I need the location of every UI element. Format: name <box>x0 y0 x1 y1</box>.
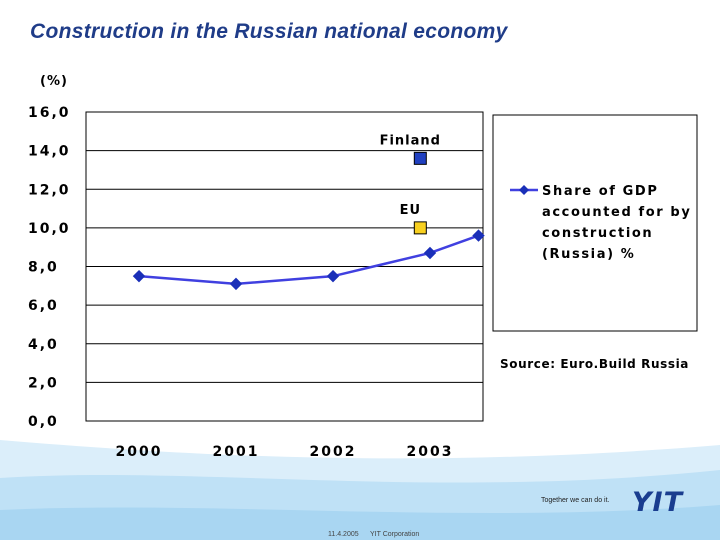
reference-marker <box>413 151 427 165</box>
legend-text-line: Share of GDP <box>542 184 658 199</box>
x-tick-label: 2003 <box>407 444 454 460</box>
y-tick-label: 2,0 <box>28 375 59 391</box>
y-tick-label: 8,0 <box>28 260 59 276</box>
data-point <box>132 269 146 283</box>
reference-marker <box>413 221 427 235</box>
data-point <box>229 277 243 291</box>
bottom-wave-deep <box>0 505 720 540</box>
svg-text:YIT: YIT <box>632 488 685 514</box>
y-tick-labels: 0,0 2,0 4,0 6,0 8,0 10,0 12,0 14,0 16,0 <box>28 105 71 430</box>
reference-points: Finland EU <box>380 133 441 235</box>
plot-border-right <box>85 111 484 422</box>
y-tick-label: 16,0 <box>28 105 71 121</box>
legend-box <box>492 114 698 332</box>
x-tick-label: 2000 <box>116 444 163 460</box>
legend-text-line: construction <box>542 226 653 241</box>
legend: Share of GDP accounted for by construction… <box>510 184 691 262</box>
reference-label: EU <box>400 203 421 218</box>
slide-title: Construction in the Russian national eco… <box>30 20 508 43</box>
series-layer <box>132 229 485 291</box>
footer-date: 11.4.2005 <box>328 531 359 538</box>
x-tick-labels: 2000 2001 2002 2003 <box>116 444 454 460</box>
data-point <box>326 269 340 283</box>
x-tick-label: 2001 <box>213 444 260 460</box>
yit-logo: YIT <box>632 488 685 514</box>
series-line <box>138 234 479 286</box>
legend-text-line: accounted for by <box>542 205 691 220</box>
y-tick-label: 14,0 <box>28 144 71 160</box>
y-tick-label: 6,0 <box>28 298 59 314</box>
y-tick-label: 10,0 <box>28 221 71 237</box>
y-tick-label: 12,0 <box>28 182 71 198</box>
data-point <box>472 229 485 242</box>
tagline: Together we can do it. <box>541 497 610 504</box>
y-tick-label: 4,0 <box>28 337 59 353</box>
legend-text-line: (Russia) % <box>542 247 635 262</box>
legend-marker <box>519 185 529 195</box>
reference-label: Finland <box>380 133 441 148</box>
footer-corporation: YIT Corporation <box>370 531 420 538</box>
data-point <box>423 246 437 260</box>
x-tick-label: 2002 <box>310 444 357 460</box>
source-note: Source: Euro.Build Russia <box>500 357 689 371</box>
y-axis-label: (%) <box>40 74 68 89</box>
y-tick-label: 0,0 <box>28 414 59 430</box>
